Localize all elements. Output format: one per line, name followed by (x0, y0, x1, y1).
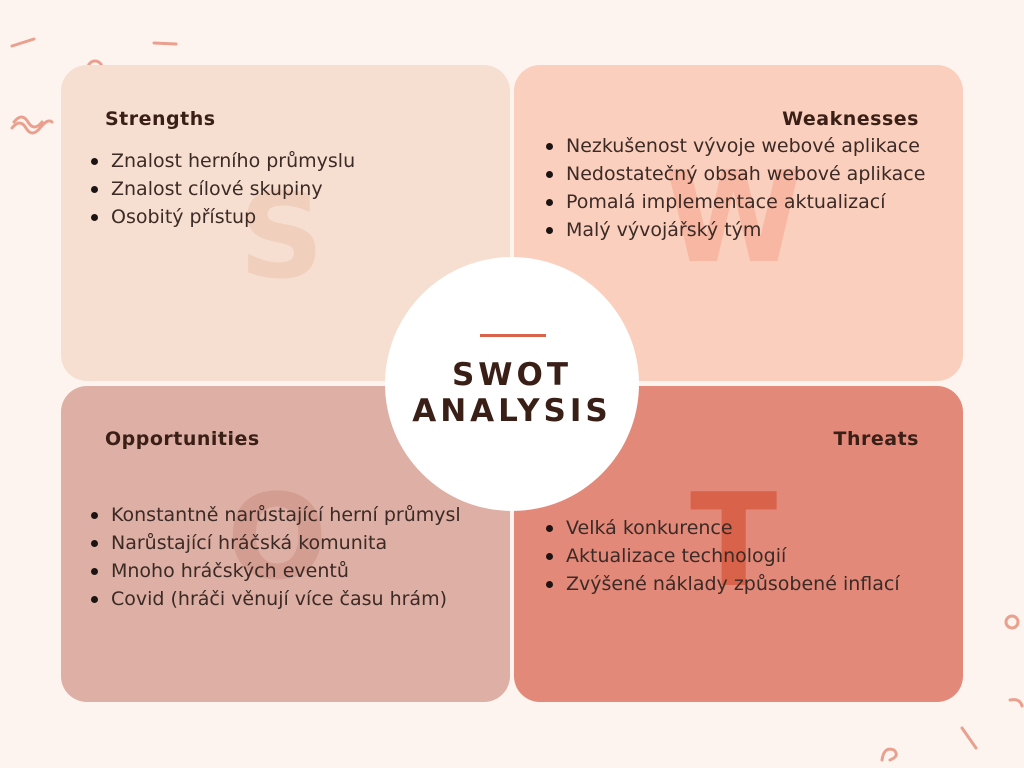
list-item: Malý vývojářský tým (542, 216, 925, 244)
list-item: Nezkušenost vývoje webové aplikace (542, 132, 925, 160)
strengths-title: Strengths (105, 108, 216, 130)
list-item: Velká konkurence (542, 514, 900, 542)
list-item: Narůstající hráčská komunita (87, 529, 461, 557)
center-circle: SWOT ANALYSIS (385, 257, 639, 511)
opportunities-letter: O (227, 468, 328, 606)
page-title: SWOT ANALYSIS (385, 357, 639, 429)
threats-letter: T (690, 467, 778, 616)
list-item: Mnoho hráčských eventů (87, 557, 461, 585)
opportunities-title: Opportunities (105, 428, 260, 450)
weaknesses-letter: W (664, 144, 803, 291)
list-item: Pomalá implementace aktualizací (542, 188, 925, 216)
list-item: Zvýšené náklady způsobené inflací (542, 570, 900, 598)
strengths-letter: S (239, 167, 324, 305)
threats-title: Threats (833, 428, 919, 450)
accent-divider (480, 334, 546, 337)
list-item: Konstantně narůstající herní průmysl (87, 501, 461, 529)
weaknesses-title: Weaknesses (782, 108, 919, 130)
weaknesses-list: Nezkušenost vývoje webové aplikace Nedos… (542, 132, 925, 244)
title-line-2: ANALYSIS (412, 393, 612, 429)
list-item: Nedostatečný obsah webové aplikace (542, 160, 925, 188)
list-item: Znalost herního průmyslu (87, 147, 355, 175)
title-line-1: SWOT (451, 357, 573, 393)
threats-list: Velká konkurence Aktualizace technologií… (542, 514, 900, 598)
opportunities-list: Konstantně narůstající herní průmysl Nar… (87, 501, 461, 613)
list-item: Aktualizace technologií (542, 542, 900, 570)
list-item: Covid (hráči věnují více času hrám) (87, 585, 461, 613)
list-item: Osobitý přístup (87, 203, 355, 231)
list-item: Znalost cílové skupiny (87, 175, 355, 203)
strengths-list: Znalost herního průmyslu Znalost cílové … (87, 147, 355, 231)
